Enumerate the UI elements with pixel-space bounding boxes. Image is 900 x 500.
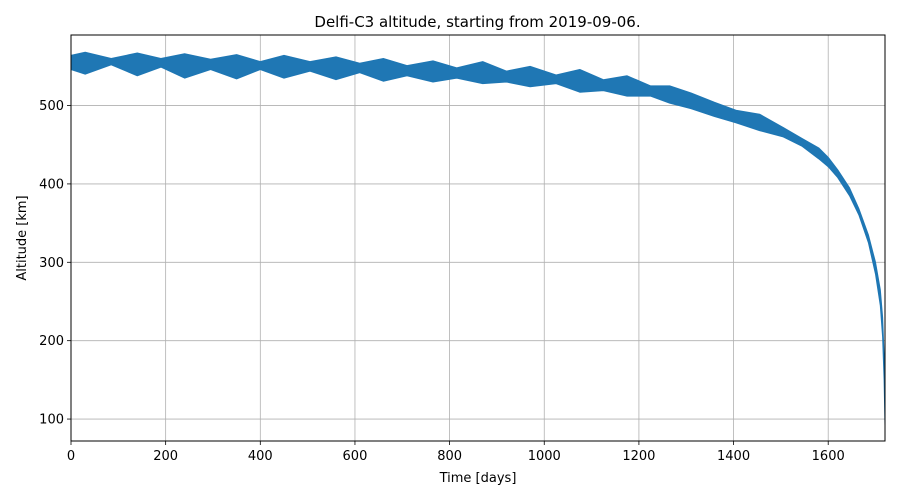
x-tick-label: 0 xyxy=(67,449,75,464)
x-axis-label: Time [days] xyxy=(439,471,517,486)
x-tick-label: 200 xyxy=(153,449,178,464)
x-tick-label: 600 xyxy=(343,449,368,464)
y-tick-label: 300 xyxy=(39,256,64,271)
x-tick-label: 1000 xyxy=(528,449,561,464)
x-tick-label: 400 xyxy=(248,449,273,464)
plot-frame xyxy=(70,34,886,442)
y-tick-label: 200 xyxy=(39,334,64,349)
y-tick-label: 500 xyxy=(39,99,64,114)
y-tick-label: 400 xyxy=(39,177,64,192)
x-tick-label: 800 xyxy=(437,449,462,464)
x-axis-ticks: 0 200 400 600 800 1000 1200 1400 1600 xyxy=(67,441,845,464)
x-tick-label: 1400 xyxy=(717,449,750,464)
x-tick-label: 1600 xyxy=(812,449,845,464)
y-axis-label: Altitude [km] xyxy=(15,195,30,280)
grid-lines xyxy=(70,35,885,441)
y-axis-ticks: 100 200 300 400 500 xyxy=(39,99,71,428)
plot-area xyxy=(71,35,885,441)
chart-title: Delfi-C3 altitude, starting from 2019-09… xyxy=(314,13,640,31)
x-tick-label: 1200 xyxy=(622,449,655,464)
y-tick-label: 100 xyxy=(39,413,64,428)
